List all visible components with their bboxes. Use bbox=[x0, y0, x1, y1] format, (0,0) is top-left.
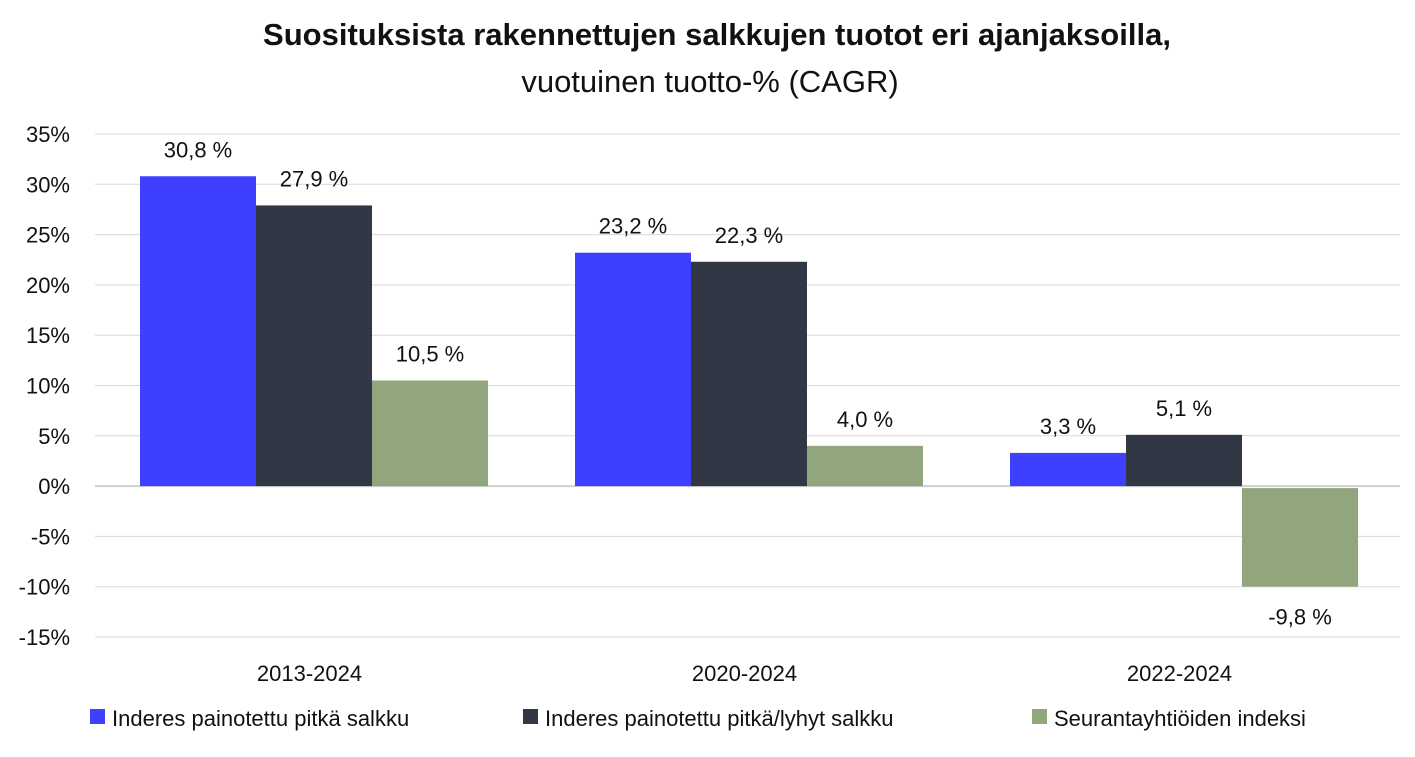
chart-subtitle: vuotuinen tuotto-% (CAGR) bbox=[521, 64, 898, 99]
y-tick-label: -5% bbox=[31, 524, 70, 549]
data-label: 4,0 % bbox=[837, 407, 893, 432]
y-tick-label: 0% bbox=[38, 474, 70, 499]
x-tick-label: 2022-2024 bbox=[1127, 661, 1232, 686]
legend-swatch bbox=[90, 709, 105, 724]
bar bbox=[1242, 488, 1358, 587]
data-label: 22,3 % bbox=[715, 223, 784, 248]
data-label: 10,5 % bbox=[396, 341, 465, 366]
data-label: 27,9 % bbox=[280, 166, 349, 191]
y-tick-label: 20% bbox=[26, 273, 70, 298]
y-tick-label: 10% bbox=[26, 374, 70, 399]
legend-label: Seurantayhtiöiden indeksi bbox=[1054, 706, 1306, 731]
x-tick-label: 2013-2024 bbox=[257, 661, 362, 686]
legend-swatch bbox=[523, 709, 538, 724]
bar bbox=[1010, 452, 1126, 487]
bar bbox=[807, 445, 923, 487]
y-tick-label: 30% bbox=[26, 172, 70, 197]
x-tick-label: 2020-2024 bbox=[692, 661, 797, 686]
chart-title: Suosituksista rakennettujen salkkujen tu… bbox=[263, 17, 1171, 52]
bar bbox=[372, 380, 488, 487]
data-label: 3,3 % bbox=[1040, 414, 1096, 439]
y-tick-label: -15% bbox=[19, 625, 70, 650]
bar bbox=[140, 176, 256, 487]
legend-label: Inderes painotettu pitkä/lyhyt salkku bbox=[545, 706, 894, 731]
data-label: -9,8 % bbox=[1268, 605, 1332, 630]
y-tick-label: -10% bbox=[19, 575, 70, 600]
data-label: 30,8 % bbox=[164, 137, 233, 162]
y-tick-label: 5% bbox=[38, 424, 70, 449]
bar bbox=[691, 261, 807, 487]
legend-label: Inderes painotettu pitkä salkku bbox=[112, 706, 409, 731]
y-tick-label: 25% bbox=[26, 223, 70, 248]
data-label: 5,1 % bbox=[1156, 396, 1212, 421]
bar bbox=[575, 252, 691, 487]
data-label: 23,2 % bbox=[599, 214, 668, 239]
bar bbox=[1126, 434, 1242, 487]
legend-swatch bbox=[1032, 709, 1047, 724]
y-tick-label: 15% bbox=[26, 323, 70, 348]
bar bbox=[256, 205, 372, 487]
y-tick-label: 35% bbox=[26, 122, 70, 147]
